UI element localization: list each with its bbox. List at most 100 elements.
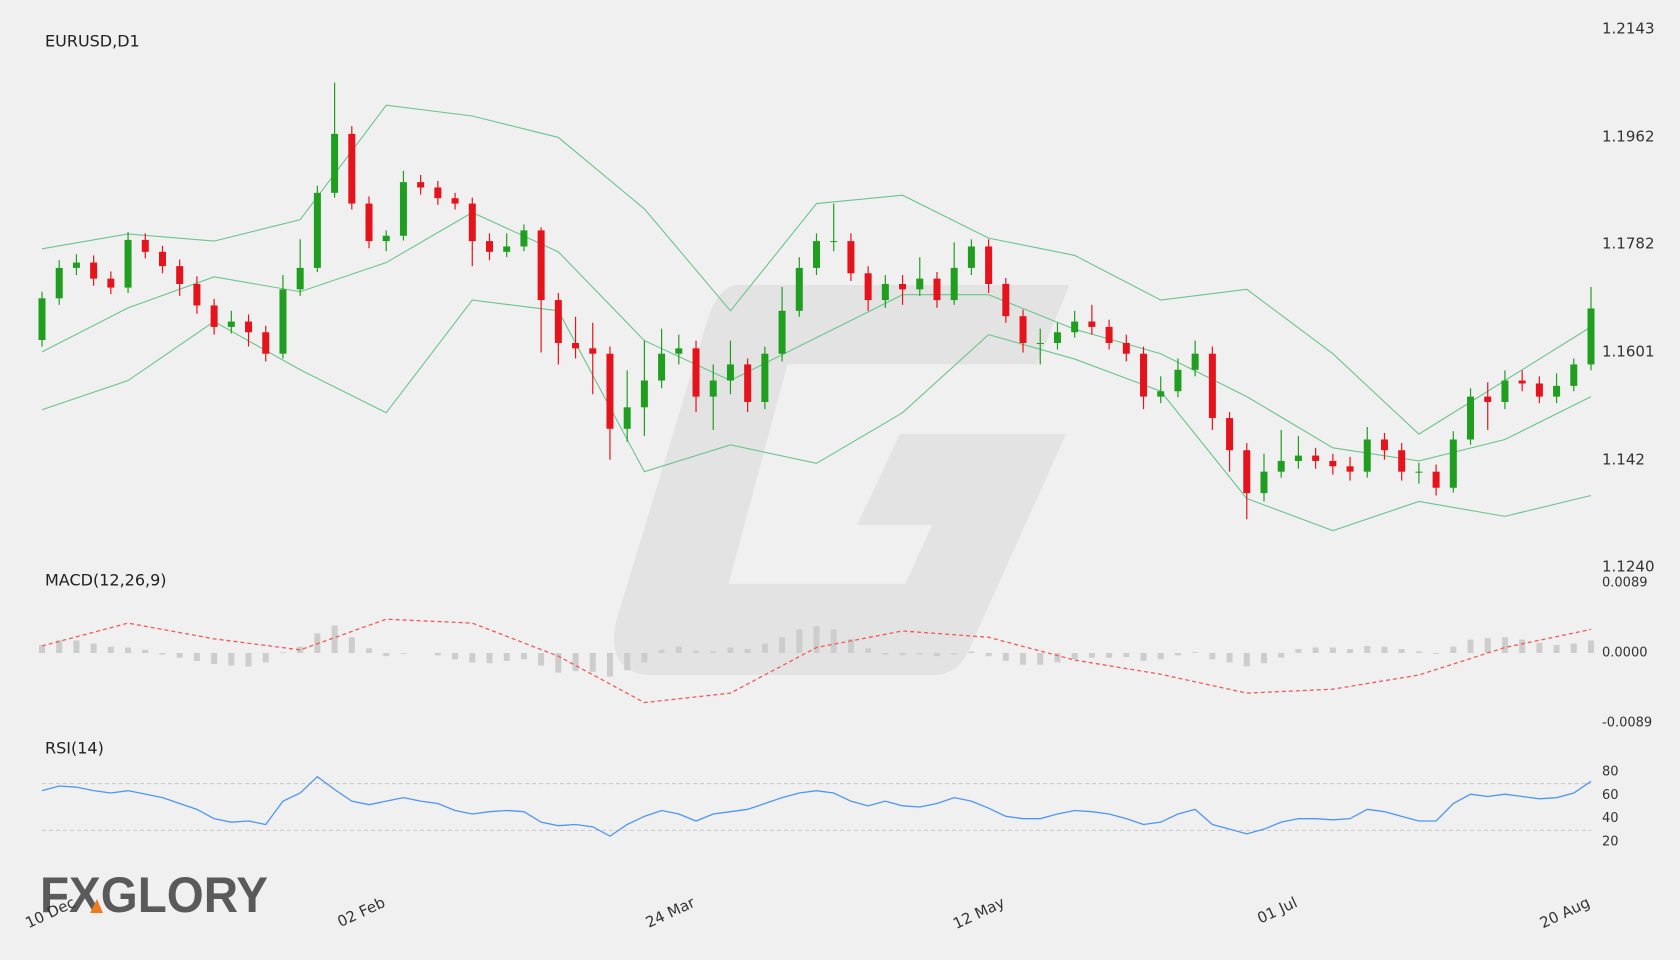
candle-body xyxy=(1329,460,1337,467)
candle-body xyxy=(1122,342,1130,354)
macd-histogram-bar xyxy=(1312,647,1319,653)
macd-histogram-bar xyxy=(1329,647,1336,653)
macd-histogram-bar xyxy=(383,653,390,657)
candle-body xyxy=(1277,460,1285,472)
macd-histogram-bar xyxy=(968,651,975,653)
macd-histogram-bar xyxy=(1433,653,1440,654)
candle-body xyxy=(1140,353,1148,397)
candle-body xyxy=(554,300,562,343)
macd-histogram-bar xyxy=(262,653,269,663)
macd-histogram-bar xyxy=(331,625,338,653)
y-tick-label: -0.0089 xyxy=(1602,716,1652,731)
candle-body xyxy=(744,364,752,402)
panel-title: RSI(14) xyxy=(45,739,104,758)
candle-body xyxy=(468,203,476,242)
macd-histogram-bar xyxy=(469,653,476,663)
macd-histogram-bar xyxy=(727,647,734,653)
y-tick-label: 20 xyxy=(1602,835,1619,850)
macd-histogram-bar xyxy=(503,653,510,661)
macd-histogram-bar xyxy=(211,653,218,665)
panel-title: MACD(12,26,9) xyxy=(45,571,167,590)
candle-body xyxy=(210,305,218,327)
macd-histogram-bar xyxy=(1415,651,1422,653)
macd-histogram-bar xyxy=(779,637,786,653)
macd-histogram-bar xyxy=(1106,653,1113,658)
macd-histogram-bar xyxy=(1588,640,1594,653)
macd-histogram-bar xyxy=(1174,653,1181,656)
candle-body xyxy=(640,380,648,408)
macd-histogram-bar xyxy=(452,653,459,660)
candle-body xyxy=(606,353,614,429)
macd-histogram-bar xyxy=(1226,653,1233,663)
macd-histogram-bar xyxy=(589,653,596,672)
candle-body xyxy=(107,278,115,288)
candle-body xyxy=(1243,450,1251,494)
y-tick-label: 1.1601 xyxy=(1602,342,1655,360)
candle-body xyxy=(847,241,855,274)
candle-body xyxy=(72,262,80,268)
candle-body xyxy=(1467,396,1475,440)
macd-histogram-bar xyxy=(572,653,579,672)
candle-body xyxy=(365,203,373,242)
macd-histogram-bar xyxy=(882,653,889,655)
candle-body xyxy=(761,353,769,402)
macd-histogram-bar xyxy=(1192,652,1199,653)
candle-body xyxy=(1587,308,1595,365)
candle-body xyxy=(141,239,149,252)
candle-body xyxy=(726,364,734,381)
macd-histogram-bar xyxy=(1484,638,1491,653)
macd-signal-line xyxy=(41,618,1592,704)
candle-body xyxy=(1071,321,1079,333)
candle-body xyxy=(227,321,235,327)
candle-body xyxy=(1501,380,1509,402)
candle-body xyxy=(348,133,356,204)
candle-body xyxy=(623,407,631,429)
macd-histogram-bar xyxy=(1536,642,1543,653)
macd-histogram-bar xyxy=(899,653,906,656)
macd-histogram-bar xyxy=(658,649,665,653)
candle-body xyxy=(1518,380,1526,384)
candle-body xyxy=(967,246,975,268)
y-tick-label: 1.1782 xyxy=(1602,235,1655,253)
candle-body xyxy=(709,380,717,397)
candle-body xyxy=(795,267,803,311)
macd-histogram-bar xyxy=(693,650,700,653)
macd-histogram-bar xyxy=(90,643,97,653)
macd-histogram-bar xyxy=(434,653,441,656)
macd-histogram-bar xyxy=(1364,645,1371,653)
macd-histogram-bar xyxy=(796,629,803,653)
macd-histogram-bar xyxy=(142,649,149,653)
logo: FXGLORY xyxy=(40,867,268,923)
candle-body xyxy=(313,192,321,268)
candle-body xyxy=(176,266,184,284)
macd-histogram-bar xyxy=(1278,653,1285,658)
candle-body xyxy=(503,246,511,252)
macd-histogram-bar xyxy=(159,653,166,655)
candle-body xyxy=(1553,385,1561,397)
macd-histogram-bar xyxy=(125,647,132,653)
candle-body xyxy=(434,187,442,199)
macd-histogram-bar xyxy=(73,640,80,653)
candle-body xyxy=(1260,471,1268,494)
macd-histogram-bar xyxy=(245,653,252,667)
macd-histogram-bar xyxy=(279,652,286,653)
candle-body xyxy=(245,321,253,333)
candle-body xyxy=(658,353,666,381)
candle-body xyxy=(296,267,304,290)
macd-histogram-bar xyxy=(1140,653,1147,661)
candle-body xyxy=(331,133,339,193)
candle-body xyxy=(485,241,493,252)
y-tick-label: 80 xyxy=(1602,765,1619,780)
macd-histogram-bar xyxy=(297,646,304,653)
candle-body xyxy=(881,283,889,301)
macd-histogram-bar xyxy=(486,653,493,664)
macd-histogram-bar xyxy=(1054,653,1061,663)
macd-histogram-bar xyxy=(1467,639,1474,653)
macd-histogram-bar xyxy=(538,653,545,666)
candle-body xyxy=(1053,332,1061,343)
macd-histogram-bar xyxy=(744,649,751,653)
candle-body xyxy=(399,182,407,236)
macd-histogram-bar xyxy=(830,629,837,653)
panel-title: EURUSD,D1 xyxy=(45,32,140,51)
candle-body xyxy=(813,241,820,268)
